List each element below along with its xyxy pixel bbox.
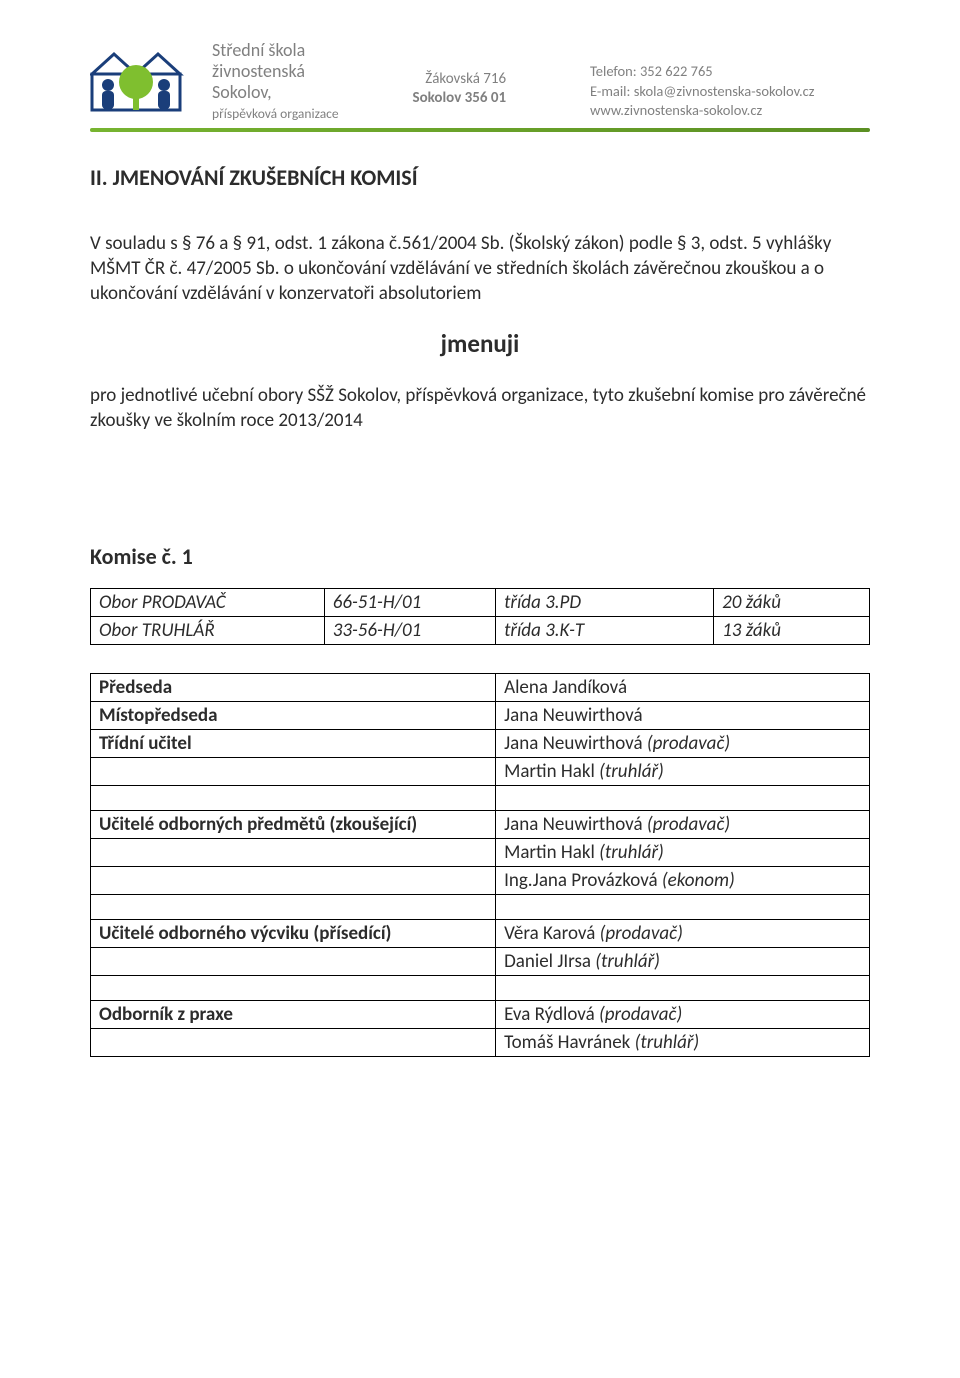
table-cell: 13 žáků <box>714 617 870 645</box>
table-cell: 20 žáků <box>714 589 870 617</box>
contact-web: www.zivnostenska-sokolov.cz <box>590 101 870 121</box>
role-value: Martin Hakl (truhlář) <box>496 758 870 786</box>
address-city: Sokolov 356 01 <box>413 89 507 108</box>
table-row: Odborník z praxeEva Rýdlová (prodavač) <box>91 1001 870 1029</box>
table-row <box>91 895 870 920</box>
role-value: Jana Neuwirthová (prodavač) <box>496 811 870 839</box>
role-label <box>91 1029 496 1057</box>
table-row: Obor PRODAVAČ66-51-H/01třída 3.PD20 žáků <box>91 589 870 617</box>
table-row: MístopředsedaJana Neuwirthová <box>91 702 870 730</box>
table-cell: Obor PRODAVAČ <box>91 589 325 617</box>
table-cell: třída 3.PD <box>496 589 714 617</box>
table-row: Martin Hakl (truhlář) <box>91 839 870 867</box>
role-value <box>496 895 870 920</box>
roles-table: PředsedaAlena JandíkováMístopředsedaJana… <box>90 673 870 1057</box>
table-row: Učitelé odborného výcviku (přísedící)Věr… <box>91 920 870 948</box>
role-label: Odborník z praxe <box>91 1001 496 1029</box>
table-cell: 33-56-H/01 <box>324 617 495 645</box>
table-row: Martin Hakl (truhlář) <box>91 758 870 786</box>
table-row: Daniel JIrsa (truhlář) <box>91 948 870 976</box>
letterhead-left: Střední škola živnostenská Sokolov, přís… <box>90 40 339 122</box>
role-value: Daniel JIrsa (truhlář) <box>496 948 870 976</box>
role-value: Eva Rýdlová (prodavač) <box>496 1001 870 1029</box>
komise-heading: Komise č. 1 <box>90 543 870 570</box>
contact-email: E-mail: skola@zivnostenska-sokolov.cz <box>590 82 870 102</box>
table-cell: Obor TRUHLÁŘ <box>91 617 325 645</box>
table-row <box>91 976 870 1001</box>
role-label: Předseda <box>91 674 496 702</box>
paragraph-1: V souladu s § 76 a § 91, odst. 1 zákona … <box>90 231 870 306</box>
role-label <box>91 948 496 976</box>
role-label <box>91 976 496 1001</box>
page: Střední škola živnostenská Sokolov, přís… <box>0 0 960 1378</box>
table-row: Ing.Jana Provázková (ekonom) <box>91 867 870 895</box>
role-value: Jana Neuwirthová (prodavač) <box>496 730 870 758</box>
obory-table: Obor PRODAVAČ66-51-H/01třída 3.PD20 žáků… <box>90 588 870 645</box>
table-cell: třída 3.K-T <box>496 617 714 645</box>
role-label <box>91 758 496 786</box>
role-label: Učitelé odborných předmětů (zkoušející) <box>91 811 496 839</box>
role-value: Věra Karová (prodavač) <box>496 920 870 948</box>
table-row: Učitelé odborných předmětů (zkoušející)J… <box>91 811 870 839</box>
role-value: Alena Jandíková <box>496 674 870 702</box>
role-label <box>91 786 496 811</box>
role-label: Třídní učitel <box>91 730 496 758</box>
school-line-1: Střední škola <box>212 40 339 61</box>
school-logo <box>90 40 200 115</box>
table-row: Obor TRUHLÁŘ33-56-H/01třída 3.K-T13 žáků <box>91 617 870 645</box>
email-label: E-mail: <box>590 82 630 100</box>
letterhead-address: Žákovská 716 Sokolov 356 01 <box>413 70 507 108</box>
header-divider <box>90 128 870 132</box>
paragraph-2: pro jednotlivé učební obory SŠŽ Sokolov,… <box>90 383 870 433</box>
role-label: Místopředseda <box>91 702 496 730</box>
letterhead-contact: Telefon: 352 622 765 E-mail: skola@zivno… <box>590 62 870 121</box>
role-label <box>91 895 496 920</box>
letterhead: Střední škola živnostenská Sokolov, přís… <box>90 40 870 122</box>
role-value <box>496 786 870 811</box>
role-value <box>496 976 870 1001</box>
role-label <box>91 839 496 867</box>
phone-value: 352 622 765 <box>640 62 713 80</box>
table-cell: 66-51-H/01 <box>324 589 495 617</box>
table-row: Třídní učitelJana Neuwirthová (prodavač) <box>91 730 870 758</box>
school-line-2: živnostenská <box>212 61 339 82</box>
school-line-3: Sokolov, <box>212 82 339 103</box>
address-street: Žákovská 716 <box>413 70 507 89</box>
email-value: skola@zivnostenska-sokolov.cz <box>634 82 815 100</box>
contact-phone: Telefon: 352 622 765 <box>590 62 870 82</box>
role-value: Martin Hakl (truhlář) <box>496 839 870 867</box>
school-line-4: příspěvková organizace <box>212 106 339 122</box>
section-title: II. JMENOVÁNÍ ZKUŠEBNÍCH KOMISÍ <box>90 164 870 191</box>
table-row: Tomáš Havránek (truhlář) <box>91 1029 870 1057</box>
table-row <box>91 786 870 811</box>
role-label <box>91 867 496 895</box>
role-value: Tomáš Havránek (truhlář) <box>496 1029 870 1057</box>
role-label: Učitelé odborného výcviku (přísedící) <box>91 920 496 948</box>
table-row: PředsedaAlena Jandíková <box>91 674 870 702</box>
phone-label: Telefon: <box>590 62 637 80</box>
school-name: Střední škola živnostenská Sokolov, přís… <box>212 40 339 122</box>
jmenuji-heading: jmenuji <box>90 328 870 359</box>
role-value: Ing.Jana Provázková (ekonom) <box>496 867 870 895</box>
role-value: Jana Neuwirthová <box>496 702 870 730</box>
